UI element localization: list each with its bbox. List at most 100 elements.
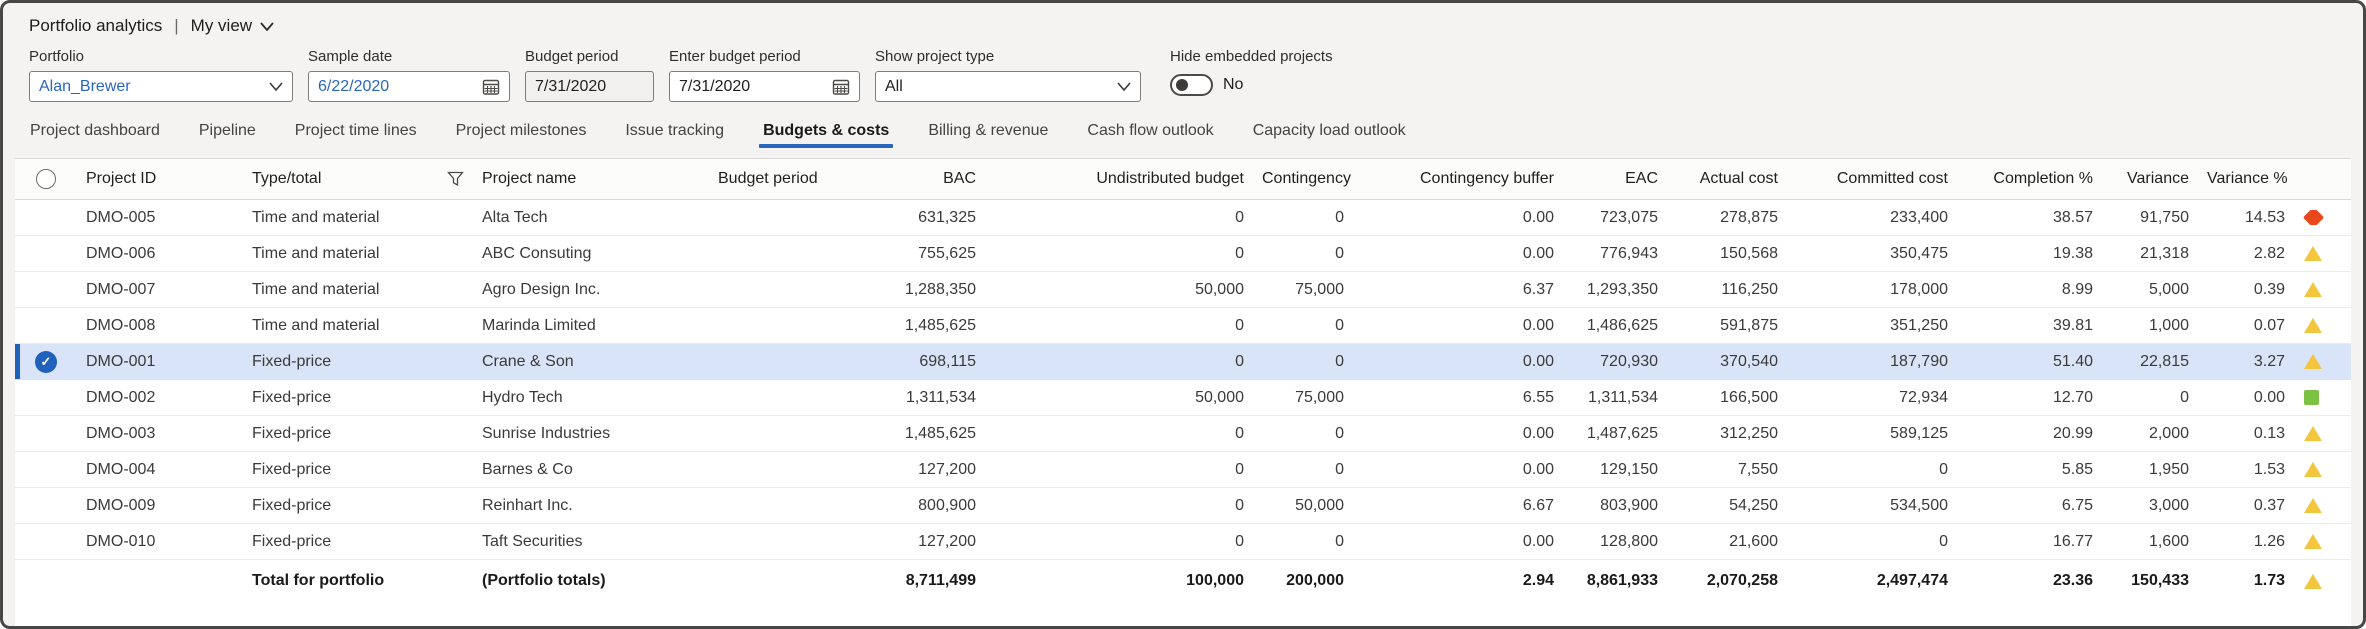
table-body: DMO-005 Time and material Alta Tech 631,325… <box>15 200 2351 602</box>
completion-cell: 16.77 <box>2052 532 2093 550</box>
column-header-actual[interactable]: Actual cost <box>1699 170 1778 187</box>
table-row[interactable]: DMO-004 Fixed-price Barnes & Co 127,200 0 0 0.… <box>15 452 2351 488</box>
column-header-id[interactable]: Project ID <box>86 170 157 187</box>
table-row[interactable]: DMO-002 Fixed-price Hydro Tech 1,311,534 50,… <box>15 380 2351 416</box>
page-title: Portfolio analytics <box>29 16 163 35</box>
column-header-committed[interactable]: Committed cost <box>1836 170 1948 187</box>
table-row[interactable]: DMO-007 Time and material Agro Design Inc.… <box>15 272 2351 308</box>
actual-cell: 278,875 <box>1720 208 1778 226</box>
tab-project-dashboard[interactable]: Project dashboard <box>30 122 160 139</box>
table-row[interactable]: ✓ DMO-001 Fixed-price Crane & Son 698,115 0 0 0… <box>15 344 2351 380</box>
triangle-yellow-status-icon <box>2304 426 2322 441</box>
buffer-cell: 6.67 <box>1522 496 1554 514</box>
type-cell: Fixed-price <box>252 496 332 514</box>
tab-issue-tracking[interactable]: Issue tracking <box>625 122 725 139</box>
undistributed-cell: 0 <box>1235 208 1244 226</box>
contingency-cell: 0 <box>1335 532 1344 550</box>
eac-cell: 1,487,625 <box>1586 424 1658 442</box>
type-cell: Fixed-price <box>252 424 332 442</box>
table-row[interactable]: DMO-003 Fixed-price Sunrise Industries 1,48… <box>15 416 2351 452</box>
column-header-contingency[interactable]: Contingency <box>1262 170 1351 187</box>
triangle-yellow-status-icon <box>2304 246 2322 261</box>
eac-cell: 8,861,933 <box>1586 572 1658 589</box>
column-header-period[interactable]: Budget period <box>718 170 818 187</box>
actual-cell: 312,250 <box>1720 424 1778 442</box>
portfolio-field: Portfolio Alan_Brewer <box>29 48 293 102</box>
id-cell: DMO-001 <box>86 352 156 370</box>
type-cell: Fixed-price <box>252 352 332 370</box>
buffer-cell: 0.00 <box>1522 460 1554 478</box>
buffer-cell: 2.94 <box>1522 572 1554 589</box>
eac-cell: 776,943 <box>1600 244 1658 262</box>
column-header-completion[interactable]: Completion % <box>1993 170 2093 187</box>
committed-cell: 350,475 <box>1890 244 1948 262</box>
titlebar: Portfolio analytics | My view <box>3 3 2363 40</box>
view-picker[interactable]: My view <box>191 16 274 36</box>
portfolio-dropdown[interactable]: Alan_Brewer <box>29 71 293 102</box>
id-cell: DMO-005 <box>86 208 156 226</box>
show-project-type-field: Show project type All <box>875 48 1141 102</box>
type-cell: Time and material <box>252 316 380 334</box>
column-header-variance_pct[interactable]: Variance % <box>2207 170 2288 187</box>
tab-billing-revenue[interactable]: Billing & revenue <box>928 122 1049 139</box>
selected-row-checkbox[interactable]: ✓ <box>35 350 57 373</box>
triangle-yellow-status-icon <box>2304 318 2322 333</box>
bac-cell: 631,325 <box>918 208 976 226</box>
column-header-undistributed[interactable]: Undistributed budget <box>1096 170 1244 187</box>
buffer-cell: 0.00 <box>1522 424 1554 442</box>
contingency-cell: 0 <box>1335 424 1344 442</box>
name-cell: Taft Securities <box>482 532 583 550</box>
actual-cell: 54,250 <box>1729 496 1778 514</box>
committed-cell: 589,125 <box>1890 424 1948 442</box>
variance_pct-cell: 0.39 <box>2253 280 2285 298</box>
variance-cell: 22,815 <box>2140 352 2189 370</box>
variance-cell: 1,000 <box>2148 316 2189 334</box>
contingency-cell: 0 <box>1335 208 1344 226</box>
table-row[interactable]: DMO-005 Time and material Alta Tech 631,325… <box>15 200 2351 236</box>
table-total-row[interactable]: Total for portfolio (Portfolio totals) 8,7… <box>15 560 2351 602</box>
tab-budgets-costs[interactable]: Budgets & costs <box>759 116 894 154</box>
column-header-buffer[interactable]: Contingency buffer <box>1419 170 1554 187</box>
tab-project-milestones[interactable]: Project milestones <box>455 122 587 139</box>
contingency-cell: 0 <box>1335 352 1344 370</box>
funnel-icon[interactable] <box>447 171 464 187</box>
select-all-checkbox[interactable] <box>36 169 56 189</box>
hide-embedded-toggle[interactable] <box>1170 74 1213 96</box>
square-green-status-icon <box>2304 390 2319 405</box>
tab-pipeline[interactable]: Pipeline <box>198 122 256 139</box>
column-header-name[interactable]: Project name <box>482 170 577 187</box>
eac-cell: 803,900 <box>1600 496 1658 514</box>
calendar-icon[interactable] <box>482 78 500 96</box>
table-row[interactable]: DMO-010 Fixed-price Taft Securities 127,200… <box>15 524 2351 560</box>
table-row[interactable]: DMO-009 Fixed-price Reinhart Inc. 800,900 0 5… <box>15 488 2351 524</box>
variance-cell: 91,750 <box>2140 208 2189 226</box>
enter-budget-period-input[interactable]: 7/31/2020 <box>669 71 860 102</box>
eac-cell: 128,800 <box>1600 532 1658 550</box>
eac-cell: 1,293,350 <box>1586 280 1658 298</box>
contingency-cell: 75,000 <box>1295 280 1344 298</box>
bac-cell: 1,485,625 <box>904 424 976 442</box>
column-header-type[interactable]: Type/total <box>243 170 473 188</box>
undistributed-cell: 50,000 <box>1195 280 1244 298</box>
eac-cell: 723,075 <box>1600 208 1658 226</box>
bac-cell: 127,200 <box>918 460 976 478</box>
variance-cell: 1,950 <box>2148 460 2189 478</box>
toggle-knob-icon <box>1176 79 1188 91</box>
completion-cell: 6.75 <box>2061 496 2093 514</box>
calendar-icon[interactable] <box>832 78 850 96</box>
tab-capacity-load-outlook[interactable]: Capacity load outlook <box>1252 122 1406 139</box>
name-cell: ABC Consuting <box>482 244 592 262</box>
column-header-bac[interactable]: BAC <box>943 170 976 187</box>
column-header-eac[interactable]: EAC <box>1625 170 1658 187</box>
sample-date-label: Sample date <box>308 48 393 65</box>
buffer-cell: 0.00 <box>1522 208 1554 226</box>
sample-date-input[interactable]: 6/22/2020 <box>308 71 510 102</box>
table-row[interactable]: DMO-006 Time and material ABC Consuting 755… <box>15 236 2351 272</box>
variance_pct-cell: 0.37 <box>2253 496 2285 514</box>
table-row[interactable]: DMO-008 Time and material Marinda Limited 1… <box>15 308 2351 344</box>
projects-table: Project ID Type/total Project name Budget p… <box>15 158 2351 626</box>
tab-project-time-lines[interactable]: Project time lines <box>294 122 417 139</box>
tab-cash-flow-outlook[interactable]: Cash flow outlook <box>1087 122 1214 139</box>
column-header-variance[interactable]: Variance <box>2127 170 2189 187</box>
show-project-type-dropdown[interactable]: All <box>875 71 1141 102</box>
